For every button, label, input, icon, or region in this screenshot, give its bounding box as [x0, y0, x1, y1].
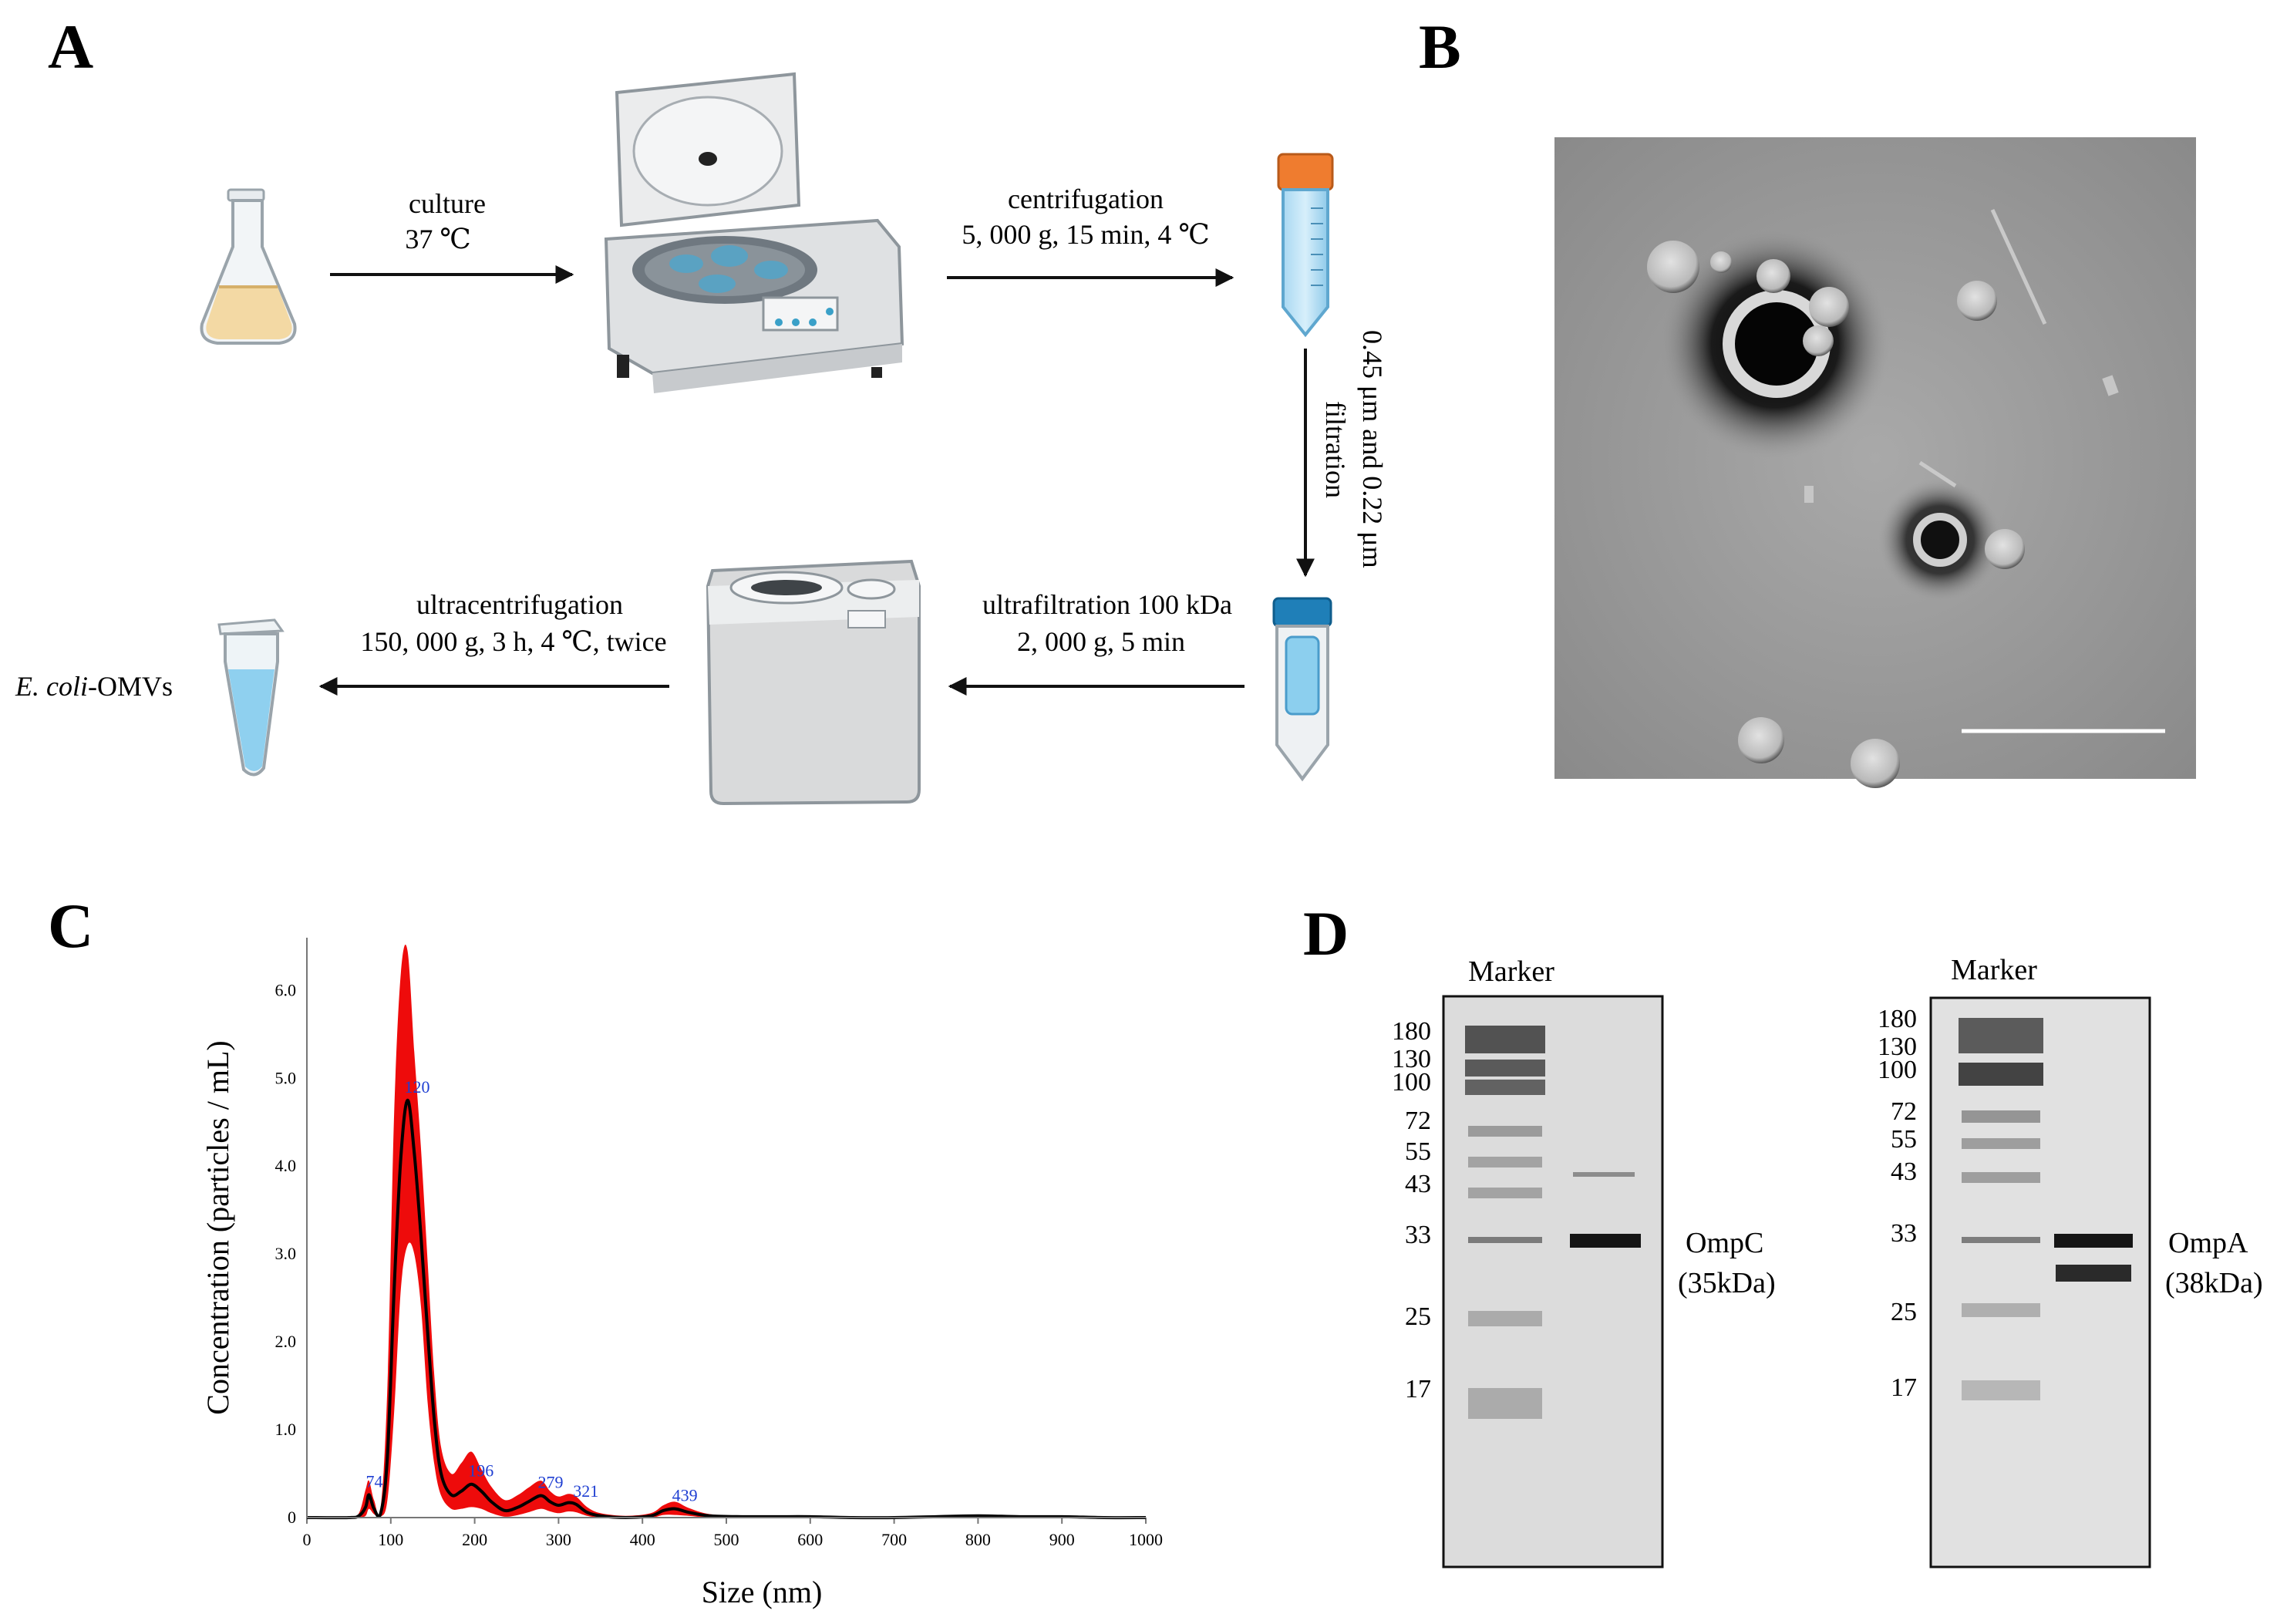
- step-ultracentrifugation-line2: 150, 000 g, 3 h, 4 ℃, twice: [360, 626, 666, 657]
- y-tick-label: 5.0: [275, 1068, 297, 1087]
- ladder-label: 33: [1891, 1219, 1917, 1248]
- product-label: E. coli-OMVs: [15, 671, 173, 702]
- x-tick-label: 200: [462, 1530, 487, 1549]
- ladder-label: 130: [1392, 1045, 1431, 1073]
- marker-lane: [1959, 1018, 2043, 1400]
- x-tick-label: 800: [965, 1530, 991, 1549]
- step-culture-line1: culture: [409, 188, 486, 219]
- y-tick-label: 0: [288, 1508, 296, 1527]
- step-culture-line2: 37 ℃: [405, 224, 470, 254]
- ladder-label: 43: [1405, 1170, 1431, 1198]
- panel-letter-d: D: [1303, 898, 1349, 969]
- falcon-tube-orange-icon: [1277, 153, 1334, 338]
- peak-label: 321: [573, 1481, 598, 1501]
- ladder-label: 72: [1891, 1097, 1917, 1126]
- step-centrifugation-line2: 5, 000 g, 15 min, 4 ℃: [962, 219, 1209, 250]
- culture-flask-icon: [200, 188, 297, 345]
- x-axis-label: Size (nm): [702, 1575, 823, 1609]
- ladder-label: 180: [1878, 1005, 1917, 1033]
- peak-labels: 74 120 196 279 321 439: [366, 1077, 698, 1505]
- x-tick-label: 0: [303, 1530, 312, 1549]
- protein-name: OmpA: [2168, 1227, 2248, 1259]
- error-band-area: [307, 945, 1146, 1518]
- x-tick-label: 300: [546, 1530, 571, 1549]
- nta-size-distribution-chart: 0 1.0 2.0 3.0 4.0 5.0 6.0 0 100 200 300 400 500 600 7…: [200, 938, 1163, 1609]
- protein-mass: (35kDa): [1678, 1267, 1776, 1299]
- tem-micrograph: [1554, 137, 2196, 788]
- protein-mass: (38kDa): [2165, 1267, 2263, 1299]
- panel-letter-c: C: [48, 891, 93, 961]
- panel-c: C 0 1.0 2.0 3.0 4.0 5.0 6.0 0 100 200 300 400 500 60…: [48, 891, 1163, 1609]
- panel-letter-b: B: [1419, 12, 1461, 82]
- peak-label: 439: [672, 1486, 698, 1505]
- x-tick-label: 500: [714, 1530, 739, 1549]
- step-filtration-line2: filtration: [1320, 401, 1351, 498]
- x-tick-label: 600: [797, 1530, 823, 1549]
- ladder-label: 25: [1405, 1302, 1431, 1331]
- marker-lane: [1465, 1026, 1545, 1419]
- ladder-label: 25: [1891, 1298, 1917, 1326]
- y-tick-label: 1.0: [275, 1420, 297, 1439]
- step-ultrafiltration-line2: 2, 000 g, 5 min: [1017, 626, 1185, 657]
- panel-letter-a: A: [48, 12, 93, 82]
- ladder-label: 130: [1878, 1033, 1917, 1061]
- peak-label: 120: [405, 1077, 430, 1097]
- ompa-band-lower: [2056, 1265, 2131, 1282]
- x-tick-label: 100: [378, 1530, 403, 1549]
- peak-label: 196: [468, 1461, 493, 1481]
- step-ultracentrifugation-line1: ultracentrifugation: [416, 589, 623, 620]
- x-tick-labels: 0 100 200 300 400 500 600 700 800 900 1000: [303, 1518, 1163, 1549]
- x-tick-label: 900: [1049, 1530, 1075, 1549]
- x-tick-label: 400: [630, 1530, 655, 1549]
- ladder-label: 43: [1891, 1157, 1917, 1186]
- ultracentrifuge-icon: [706, 559, 921, 806]
- ladder-label: 33: [1405, 1221, 1431, 1249]
- blot-membrane: [1929, 996, 2151, 1568]
- y-tick-label: 3.0: [275, 1244, 297, 1263]
- panel-b: B: [1419, 12, 2196, 788]
- centrifuge-icon: [604, 72, 904, 393]
- ompc-band: [1570, 1234, 1641, 1248]
- y-axis-label: Concentration (particles / mL): [200, 1040, 235, 1414]
- peak-label: 279: [538, 1473, 564, 1492]
- product-label-italic: E. coli: [15, 671, 88, 702]
- marker-label: Marker: [1951, 954, 2037, 986]
- ladder-label: 100: [1392, 1068, 1431, 1097]
- ladder-label: 180: [1392, 1017, 1431, 1046]
- ompa-band-upper: [2054, 1234, 2133, 1248]
- panel-a: A culture 37 ℃: [15, 12, 1388, 806]
- y-tick-labels: 0 1.0 2.0 3.0 4.0 5.0 6.0: [275, 980, 297, 1527]
- peak-label: 74: [366, 1471, 383, 1491]
- ladder-label: 72: [1405, 1107, 1431, 1135]
- ladder-label: 55: [1891, 1125, 1917, 1154]
- step-filtration-line1: 0.45 μm and 0.22 μm: [1357, 330, 1388, 568]
- mean-size-line: [306, 1098, 1147, 1520]
- protein-name: OmpC: [1686, 1227, 1763, 1259]
- step-centrifugation-line1: centrifugation: [1008, 184, 1164, 214]
- ladder-label: 100: [1878, 1056, 1917, 1084]
- marker-label: Marker: [1468, 955, 1554, 988]
- x-tick-label: 1000: [1129, 1530, 1163, 1549]
- microtube-icon: [217, 618, 285, 777]
- y-tick-label: 4.0: [275, 1156, 297, 1175]
- y-tick-label: 6.0: [275, 980, 297, 999]
- product-label-rest: -OMVs: [88, 671, 173, 702]
- ladder-label: 17: [1405, 1375, 1431, 1403]
- x-tick-label: 700: [881, 1530, 907, 1549]
- ladder-label: 55: [1405, 1137, 1431, 1166]
- ladder-label: 17: [1891, 1373, 1917, 1402]
- y-tick-label: 2.0: [275, 1332, 297, 1351]
- step-ultrafiltration-line1: ultrafiltration 100 kDa: [982, 589, 1232, 620]
- ultrafiltration-tube-icon: [1272, 597, 1332, 782]
